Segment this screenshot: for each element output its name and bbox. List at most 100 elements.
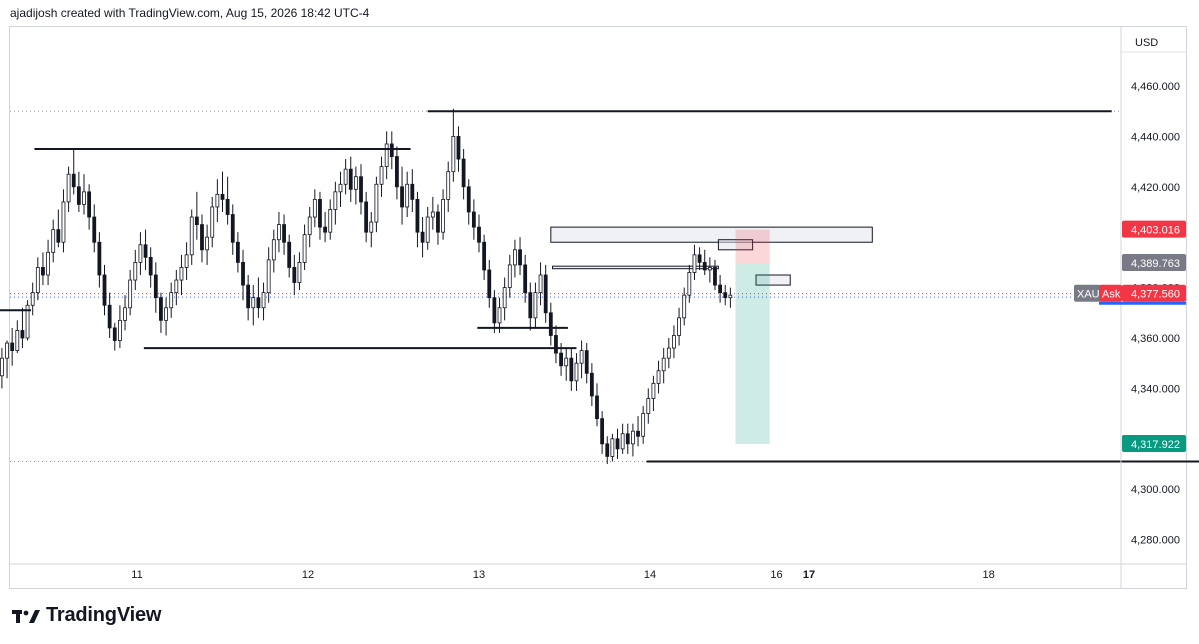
candle-body xyxy=(430,211,435,218)
candle-body xyxy=(641,413,646,437)
zone-box[interactable] xyxy=(755,274,791,286)
candle-body xyxy=(723,292,728,299)
candle xyxy=(225,176,230,225)
x-tick-label: 11 xyxy=(131,569,142,581)
candle-body xyxy=(256,297,261,309)
candle-body xyxy=(651,382,656,399)
candle xyxy=(210,196,215,248)
candle-body xyxy=(389,143,394,157)
candle xyxy=(333,181,338,225)
y-tick-label: 4,460.000 xyxy=(1131,81,1180,93)
candle xyxy=(179,254,184,296)
price-tags: 4,403.016 4,389.763 4,377.560 4,317.922 XAU A… xyxy=(1074,220,1186,453)
candle-body xyxy=(318,198,322,228)
x-tick-label: 18 xyxy=(982,569,994,581)
candle xyxy=(441,189,445,240)
candle xyxy=(87,184,92,230)
candle-body xyxy=(441,198,445,233)
candle-body xyxy=(374,183,379,223)
candle-body xyxy=(169,292,174,309)
candle xyxy=(307,206,312,248)
candle-body xyxy=(76,186,81,205)
candle-body xyxy=(466,186,471,213)
candle-body xyxy=(97,241,102,276)
candle xyxy=(410,169,415,212)
candle-body xyxy=(102,274,107,306)
position-stop-zone[interactable] xyxy=(735,229,770,263)
candle xyxy=(436,204,440,245)
candle xyxy=(297,252,302,291)
y-tick-label: 4,280.000 xyxy=(1131,535,1180,547)
candle xyxy=(405,171,410,218)
candle-body xyxy=(543,274,548,314)
candle-body xyxy=(323,226,328,233)
horizontal-levels[interactable] xyxy=(0,110,1199,463)
candle xyxy=(415,191,420,248)
candle xyxy=(159,292,163,333)
x-tick-label: 14 xyxy=(644,569,656,581)
candle-body xyxy=(87,191,92,218)
candle-body xyxy=(261,292,266,309)
candle xyxy=(430,196,435,230)
tradingview-branding: TradingView xyxy=(12,604,161,627)
candle xyxy=(138,232,143,275)
candle xyxy=(102,264,107,316)
candle-body xyxy=(128,279,133,309)
candle xyxy=(282,214,286,255)
candle xyxy=(277,212,281,253)
candle-body xyxy=(615,438,620,450)
tradingview-logo-text: TradingView xyxy=(46,604,162,626)
candle-body xyxy=(353,176,358,190)
candle-body xyxy=(143,244,148,258)
candle xyxy=(569,348,574,391)
candle xyxy=(579,340,584,379)
candle xyxy=(189,209,194,265)
candle xyxy=(533,282,538,328)
candle-body xyxy=(292,267,297,283)
candle-body xyxy=(287,241,292,268)
candle-body xyxy=(528,292,533,319)
zone-box[interactable] xyxy=(550,226,873,243)
candle-body xyxy=(241,261,245,286)
candle xyxy=(246,275,251,321)
candle-body xyxy=(338,183,343,193)
candle-body xyxy=(328,209,333,233)
candle-body xyxy=(210,206,215,238)
candle-body xyxy=(379,166,384,185)
candle xyxy=(323,212,328,243)
short-position-tool[interactable] xyxy=(735,229,770,445)
candle-body xyxy=(523,264,528,294)
candle-body xyxy=(51,229,56,253)
candles xyxy=(0,108,733,464)
candle-body xyxy=(625,433,630,445)
candle-body xyxy=(672,335,676,349)
zone-box[interactable] xyxy=(552,265,719,270)
zone-box[interactable] xyxy=(717,239,754,251)
candle-body xyxy=(41,267,45,276)
candle xyxy=(672,325,676,359)
candle xyxy=(615,428,620,459)
candle-body xyxy=(56,229,61,243)
candle-body xyxy=(661,357,666,372)
candle-body xyxy=(343,168,348,185)
candle xyxy=(718,275,723,303)
candle-body xyxy=(477,226,481,243)
candle xyxy=(143,229,148,270)
candle xyxy=(451,108,456,182)
candle-body xyxy=(713,267,717,286)
currency-label[interactable]: USD xyxy=(1135,37,1158,49)
candle xyxy=(548,302,553,346)
candle-body xyxy=(20,330,25,339)
candle-body xyxy=(215,193,220,208)
candle-body xyxy=(605,443,610,457)
candle xyxy=(713,259,717,291)
candle-body xyxy=(277,224,281,241)
candle-body xyxy=(656,370,661,384)
candle xyxy=(241,249,245,301)
position-target-zone[interactable] xyxy=(735,262,770,445)
candle xyxy=(35,257,40,301)
candle-body xyxy=(471,211,476,228)
candle-body xyxy=(307,216,312,236)
candle-body xyxy=(631,430,635,445)
